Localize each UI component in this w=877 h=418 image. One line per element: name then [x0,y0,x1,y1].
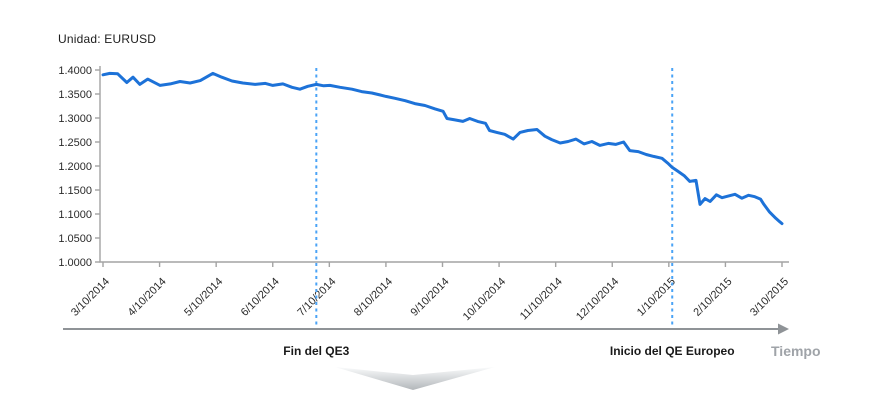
y-tick-label: 1.4000 [58,65,92,77]
x-tick-label: 4/10/2014 [126,276,169,319]
x-tick-label: 5/10/2014 [182,276,225,319]
x-tick-label: 12/10/2014 [574,276,621,323]
x-axis-ticks: 3/10/2014 4/10/2014 5/10/2014 6/10/2014 7/10… [69,262,791,323]
y-tick-label: 1.3000 [58,113,92,125]
event-marker-lines [315,68,674,330]
x-axis-title: Tiempo [771,343,821,359]
price-line-series [101,71,784,226]
event-label: Inicio del QE Europeo [609,344,735,358]
chart-unit-title: Unidad: EURUSD [58,32,157,46]
y-axis-ticks: 1.4000 1.3500 1.3000 1.2500 1.2000 1.1500 1.10… [58,65,100,269]
x-tick-label: 3/10/2015 [748,276,791,319]
y-tick-label: 1.0000 [58,257,92,269]
y-tick-label: 1.2000 [58,161,92,173]
x-tick-label: 10/10/2014 [461,276,508,323]
x-tick-label: 6/10/2014 [239,276,282,319]
x-tick-label: 11/10/2014 [518,276,565,323]
event-label: Fin del QE3 [283,344,350,358]
x-tick-label: 2/10/2015 [691,276,734,319]
down-chevron-icon [335,367,495,390]
y-tick-label: 1.2500 [58,137,92,149]
timeline-arrowhead-icon [778,323,789,335]
axis-lines [99,66,789,263]
x-tick-label: 8/10/2014 [352,276,395,319]
x-tick-label: 3/10/2014 [69,276,112,319]
y-tick-label: 1.1500 [58,185,92,197]
y-tick-label: 1.1000 [58,209,92,221]
x-tick-label: 9/10/2014 [409,276,452,319]
y-tick-label: 1.3500 [58,89,92,101]
y-tick-label: 1.0500 [58,233,92,245]
